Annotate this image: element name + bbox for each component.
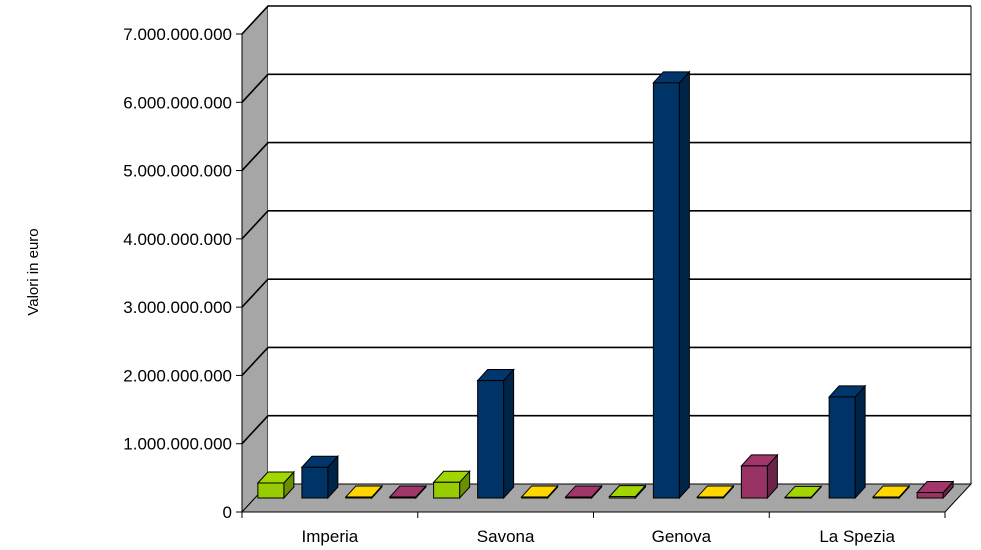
gridline [241, 414, 971, 445]
y-tick-label: 3.000.000.000 [123, 298, 232, 317]
bar [344, 484, 384, 500]
bar [827, 384, 867, 500]
gridline [241, 5, 971, 35]
bar [696, 484, 735, 500]
bar [915, 480, 955, 500]
bar [871, 484, 911, 500]
bar [476, 368, 515, 500]
category-label: La Spezia [819, 527, 895, 546]
y-tick-label: 0 [223, 503, 232, 522]
category-label: Imperia [302, 527, 359, 546]
y-tick-label: 7.000.000.000 [123, 25, 232, 44]
gridline [241, 73, 971, 103]
y-axis-title: Valori in euro [25, 228, 42, 315]
bar [564, 484, 603, 500]
bar [388, 484, 428, 500]
gridlines [241, 5, 971, 445]
bar [608, 484, 647, 500]
y-tick-label: 4.000.000.000 [123, 230, 232, 249]
y-tick-labels: 0 1.000.000.000 2.000.000.000 3.000.000.000… [123, 25, 232, 522]
bar [520, 484, 559, 500]
chart-walls [240, 4, 973, 514]
bars [256, 70, 955, 500]
gridline [241, 278, 971, 308]
bar [783, 485, 823, 500]
back-wall [268, 6, 971, 484]
category-label: Savona [477, 527, 535, 546]
axes [236, 6, 972, 518]
bar [300, 454, 340, 500]
y-tick-label: 1.000.000.000 [123, 435, 232, 454]
category-labels: Imperia Savona Genova La Spezia [302, 527, 896, 546]
bar [740, 453, 779, 500]
bar [432, 470, 471, 500]
y-tick-label: 5.000.000.000 [123, 162, 232, 181]
side-wall [241, 4, 269, 514]
gridline [241, 346, 971, 376]
y-tick-label: 6.000.000.000 [123, 93, 232, 112]
bar [652, 70, 691, 500]
bar [256, 470, 296, 500]
category-label: Genova [652, 527, 712, 546]
gridline [241, 141, 971, 172]
y-tick-label: 2.000.000.000 [123, 366, 232, 385]
gridline [241, 210, 971, 240]
